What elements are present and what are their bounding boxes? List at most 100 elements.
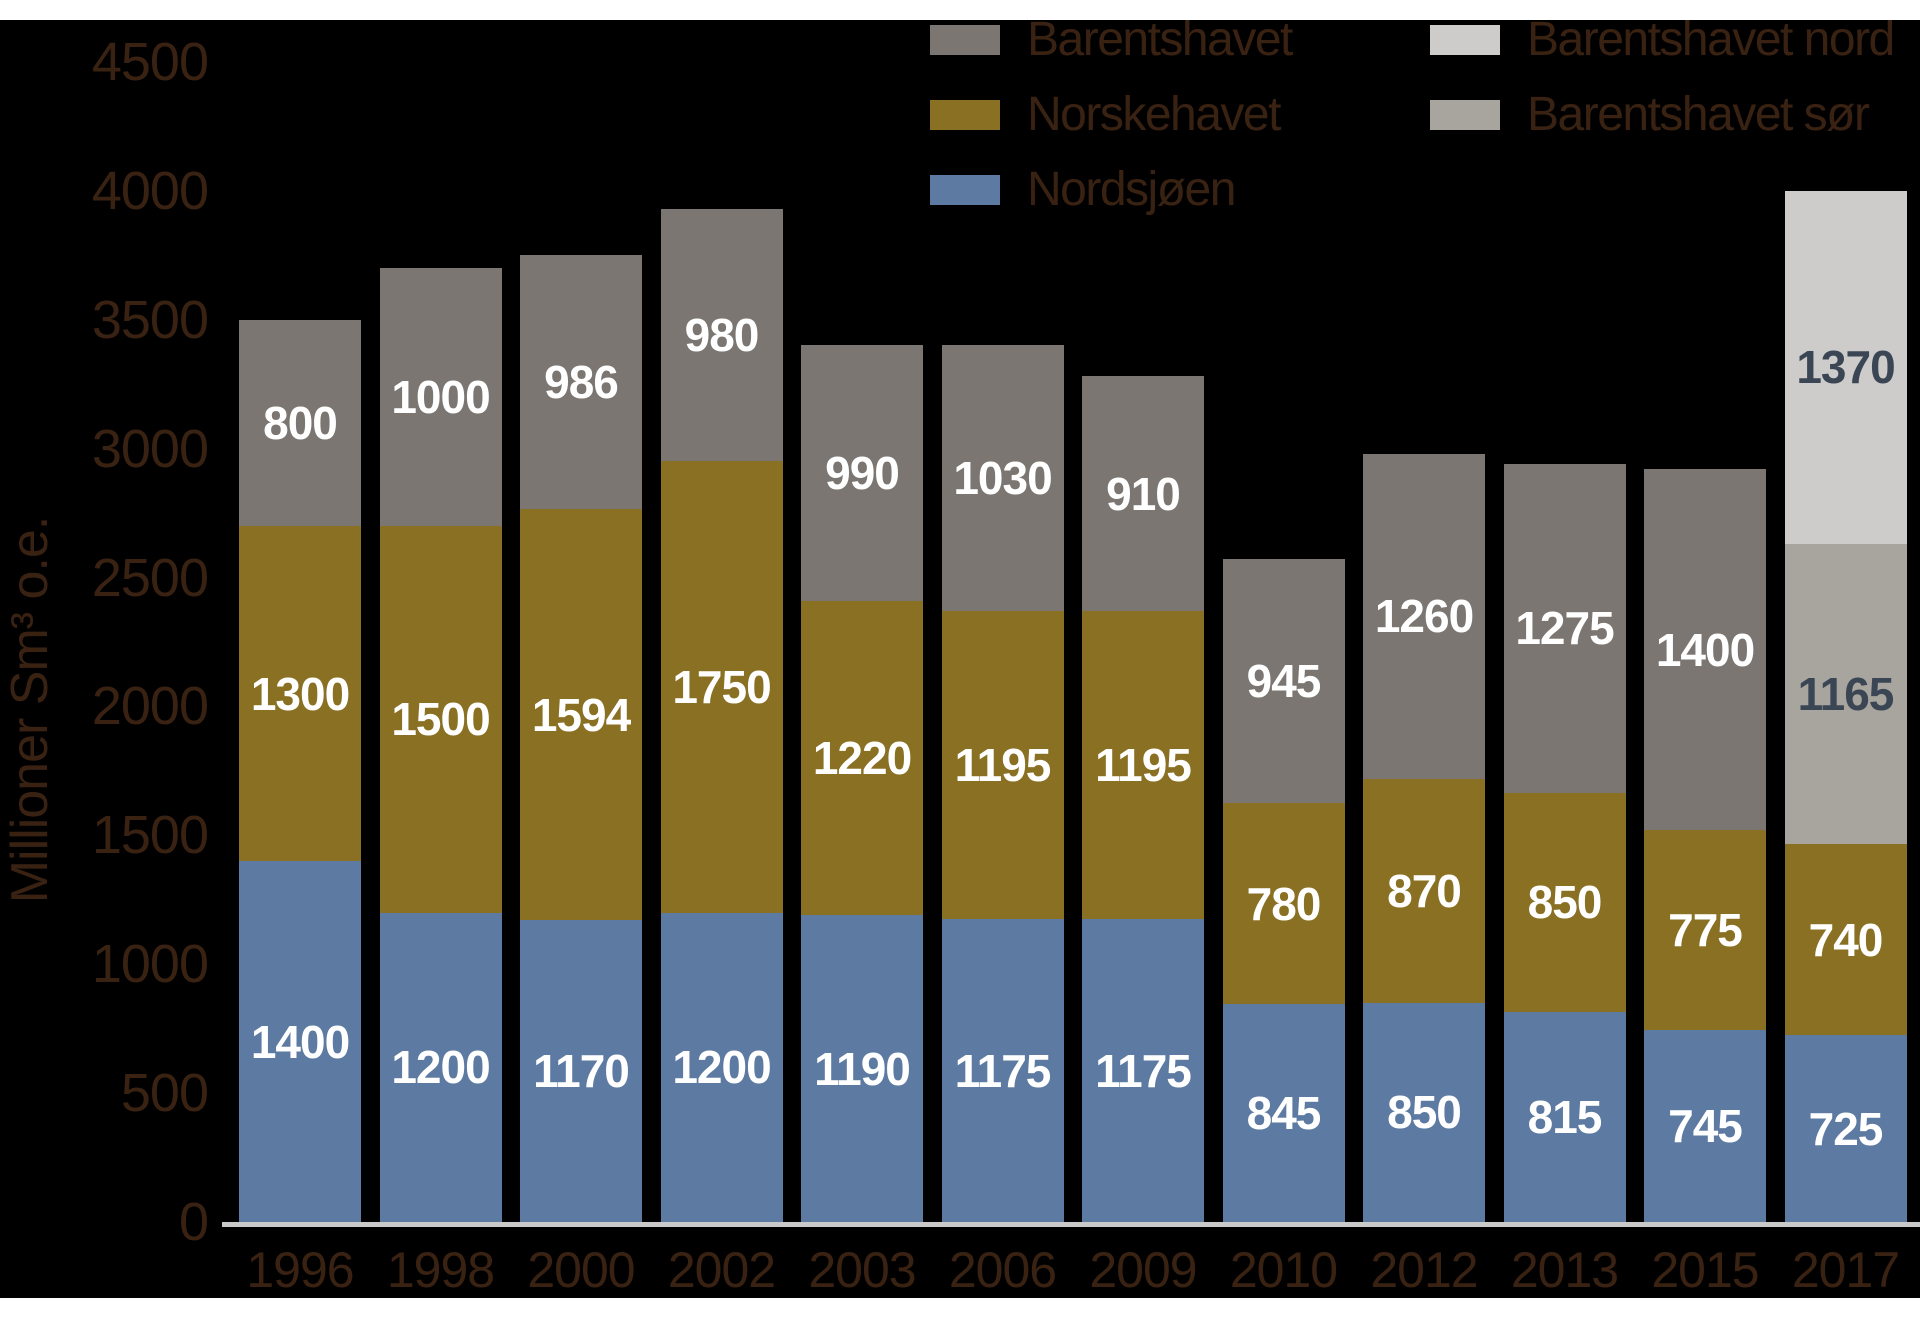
x-tick-label: 2013 [1510, 1242, 1619, 1298]
y-tick-label: 500 [120, 1063, 209, 1124]
bar-segment: 815 [1503, 1011, 1626, 1222]
bar-value-label: 800 [263, 396, 338, 449]
bar-value-label: 1750 [672, 661, 771, 714]
bar-value-label: 1195 [1095, 739, 1192, 792]
legend-swatch [930, 100, 1000, 130]
bar-segment: 1175 [941, 919, 1064, 1222]
bar-segment: 1400 [1644, 469, 1766, 831]
bar-value-label: 815 [1527, 1090, 1603, 1143]
bar-segment: 945 [1222, 559, 1345, 804]
legend-swatch [930, 25, 1000, 55]
bar-value-label: 850 [1387, 1086, 1462, 1139]
bar-value-label: 780 [1246, 877, 1322, 930]
legend-label: Barentshavet sør [1527, 88, 1870, 141]
bar-segment: 1500 [379, 525, 502, 913]
bar-segment: 1200 [379, 912, 502, 1222]
bar-segment: 1275 [1503, 464, 1626, 793]
bar-segment: 1370 [1784, 190, 1907, 544]
bar-segment: 845 [1222, 1004, 1345, 1222]
bar-value-label: 1030 [953, 452, 1052, 505]
bar-segment: 725 [1784, 1035, 1907, 1222]
bar-value-label: 1220 [812, 731, 912, 784]
x-axis-line [222, 1222, 1920, 1227]
bar-value-label: 1594 [531, 688, 631, 741]
bar-segment: 980 [660, 208, 783, 462]
y-tick-label: 3500 [91, 289, 209, 350]
legend-item: Norskehavet [930, 91, 1281, 139]
x-tick-label: 2012 [1370, 1242, 1478, 1298]
bar-value-label: 1370 [1796, 341, 1895, 394]
x-tick-label: 2003 [808, 1242, 916, 1298]
bar-value-label: 775 [1668, 904, 1743, 957]
bar-value-label: 1200 [672, 1041, 771, 1094]
y-tick-label: 0 [178, 1192, 209, 1252]
bar-value-label: 1175 [954, 1044, 1052, 1097]
bar-value-label: 1275 [1515, 602, 1614, 655]
bar-segment: 910 [1082, 376, 1204, 611]
bar-segment: 1195 [1082, 611, 1204, 920]
x-tick-label: 2017 [1791, 1242, 1900, 1298]
x-tick-label: 2015 [1651, 1242, 1759, 1298]
legend-item: Nordsjøen [930, 166, 1236, 214]
bar-segment: 740 [1784, 844, 1907, 1036]
bar-segment: 1195 [941, 611, 1064, 920]
x-tick-label: 2006 [948, 1242, 1057, 1298]
bar-value-label: 980 [684, 309, 760, 362]
y-tick-label: 1000 [91, 934, 209, 995]
bar-value-label: 986 [544, 356, 619, 409]
legend-item: Barentshavet sør [1430, 91, 1870, 139]
bar-value-label: 850 [1527, 876, 1603, 929]
bar-segment: 1300 [239, 525, 361, 862]
bar-value-label: 1300 [250, 667, 350, 720]
bar-value-label: 1200 [391, 1041, 490, 1094]
bar-value-label: 745 [1668, 1099, 1743, 1152]
y-tick-label: 4000 [91, 160, 209, 221]
legend-label: Barentshavet [1027, 13, 1293, 66]
bar-value-label: 725 [1808, 1102, 1884, 1155]
x-tick-label: 2002 [667, 1242, 776, 1298]
bar-value-label: 1400 [250, 1015, 350, 1068]
bar-value-label: 1190 [814, 1042, 911, 1095]
bar-segment: 990 [801, 345, 923, 601]
bar-value-label: 1500 [391, 693, 490, 746]
bar-segment: 780 [1222, 803, 1345, 1005]
bar-value-label: 845 [1246, 1087, 1322, 1140]
bar-segment: 745 [1644, 1029, 1766, 1222]
bar-segment: 1400 [239, 861, 361, 1222]
legend-label: Nordsjøen [1027, 163, 1236, 216]
bar-segment: 870 [1363, 778, 1485, 1003]
bar-value-label: 910 [1106, 467, 1181, 520]
legend-item: Barentshavet nord [1430, 16, 1895, 64]
legend-swatch [1430, 25, 1500, 55]
legend-item: Barentshavet [930, 16, 1293, 64]
x-tick-label: 2010 [1229, 1242, 1338, 1298]
y-tick-label: 3000 [91, 418, 209, 479]
bar-segment: 1030 [941, 345, 1064, 611]
bar-value-label: 990 [825, 447, 900, 500]
bar-value-label: 1175 [1095, 1044, 1192, 1097]
y-tick-label: 4500 [91, 31, 209, 92]
bar-segment: 1000 [379, 268, 502, 526]
bar-segment: 1200 [660, 912, 783, 1222]
y-tick-label: 1500 [91, 805, 209, 866]
bar-segment: 1170 [520, 920, 642, 1222]
x-tick-label: 2000 [527, 1242, 635, 1298]
bar-value-label: 1260 [1374, 590, 1474, 643]
x-tick-label: 1996 [246, 1242, 354, 1298]
legend-label: Norskehavet [1027, 88, 1281, 141]
bar-segment: 1190 [801, 915, 923, 1222]
bar-segment: 1165 [1784, 543, 1907, 845]
bar-value-label: 1170 [533, 1045, 630, 1098]
bar-segment: 800 [239, 319, 361, 526]
bar-segment: 850 [1363, 1002, 1485, 1222]
bar-segment: 986 [520, 255, 642, 510]
legend-label: Barentshavet nord [1527, 13, 1895, 66]
bar-value-label: 1195 [954, 739, 1052, 792]
bar-value-label: 1000 [391, 371, 490, 424]
bar-segment: 850 [1503, 792, 1626, 1012]
bar-segment: 1260 [1363, 453, 1485, 779]
bar-segment: 1220 [801, 600, 923, 916]
bar-segment: 1750 [660, 461, 783, 913]
bar-value-label: 1165 [1797, 668, 1895, 721]
